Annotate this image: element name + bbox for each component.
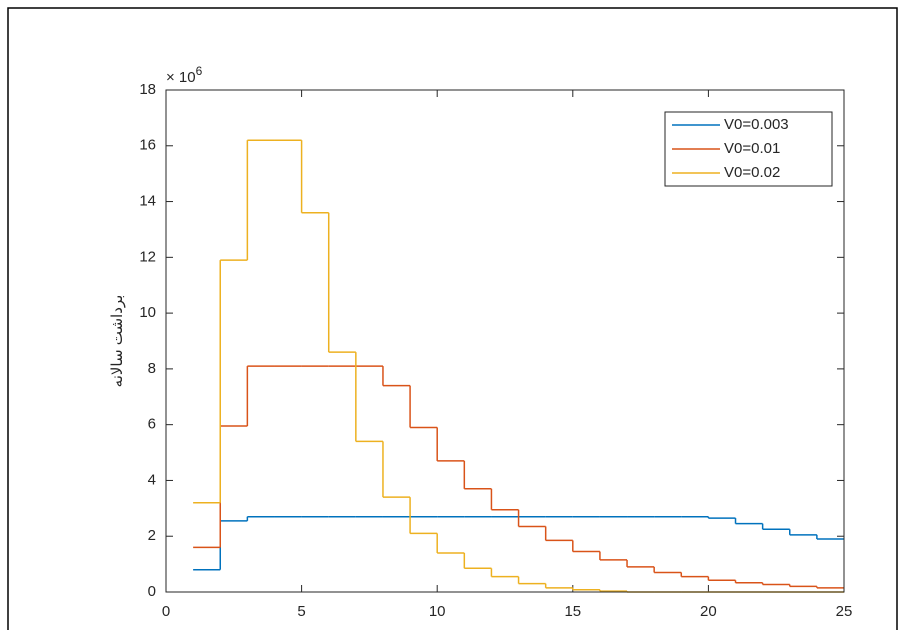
x-tick-label: 0 bbox=[162, 603, 170, 620]
y-tick-label: 4 bbox=[148, 471, 156, 488]
y-tick-label: 6 bbox=[148, 416, 156, 433]
legend-label: V0=0.01 bbox=[724, 140, 780, 157]
y-tick-label: 0 bbox=[148, 583, 156, 600]
y-tick-label: 2 bbox=[148, 527, 156, 544]
y-tick-label: 14 bbox=[139, 193, 156, 210]
y-tick-label: 16 bbox=[139, 137, 156, 154]
axes-box bbox=[165, 89, 845, 593]
x-tick-label: 15 bbox=[564, 603, 581, 620]
y-multiplier-base: × 10 bbox=[166, 69, 196, 86]
y-tick-label: 8 bbox=[148, 360, 156, 377]
series bbox=[193, 365, 844, 589]
y-tick-label: 12 bbox=[139, 248, 156, 265]
legend-label: V0=0.003 bbox=[724, 116, 789, 133]
y-multiplier: × 106 bbox=[166, 64, 203, 86]
x-tick-label: 25 bbox=[836, 603, 853, 620]
y-tick-label: 18 bbox=[139, 81, 156, 98]
x-tick-label: 20 bbox=[700, 603, 717, 620]
legend-label: V0=0.02 bbox=[724, 164, 780, 181]
y-multiplier-exponent: 6 bbox=[196, 64, 203, 78]
frame bbox=[7, 7, 898, 630]
x-tick-label: 5 bbox=[297, 603, 305, 620]
x-tick-label: 10 bbox=[429, 603, 446, 620]
y-tick-label: 10 bbox=[139, 304, 156, 321]
y-axis-label: برداشت سالانه bbox=[109, 295, 126, 388]
